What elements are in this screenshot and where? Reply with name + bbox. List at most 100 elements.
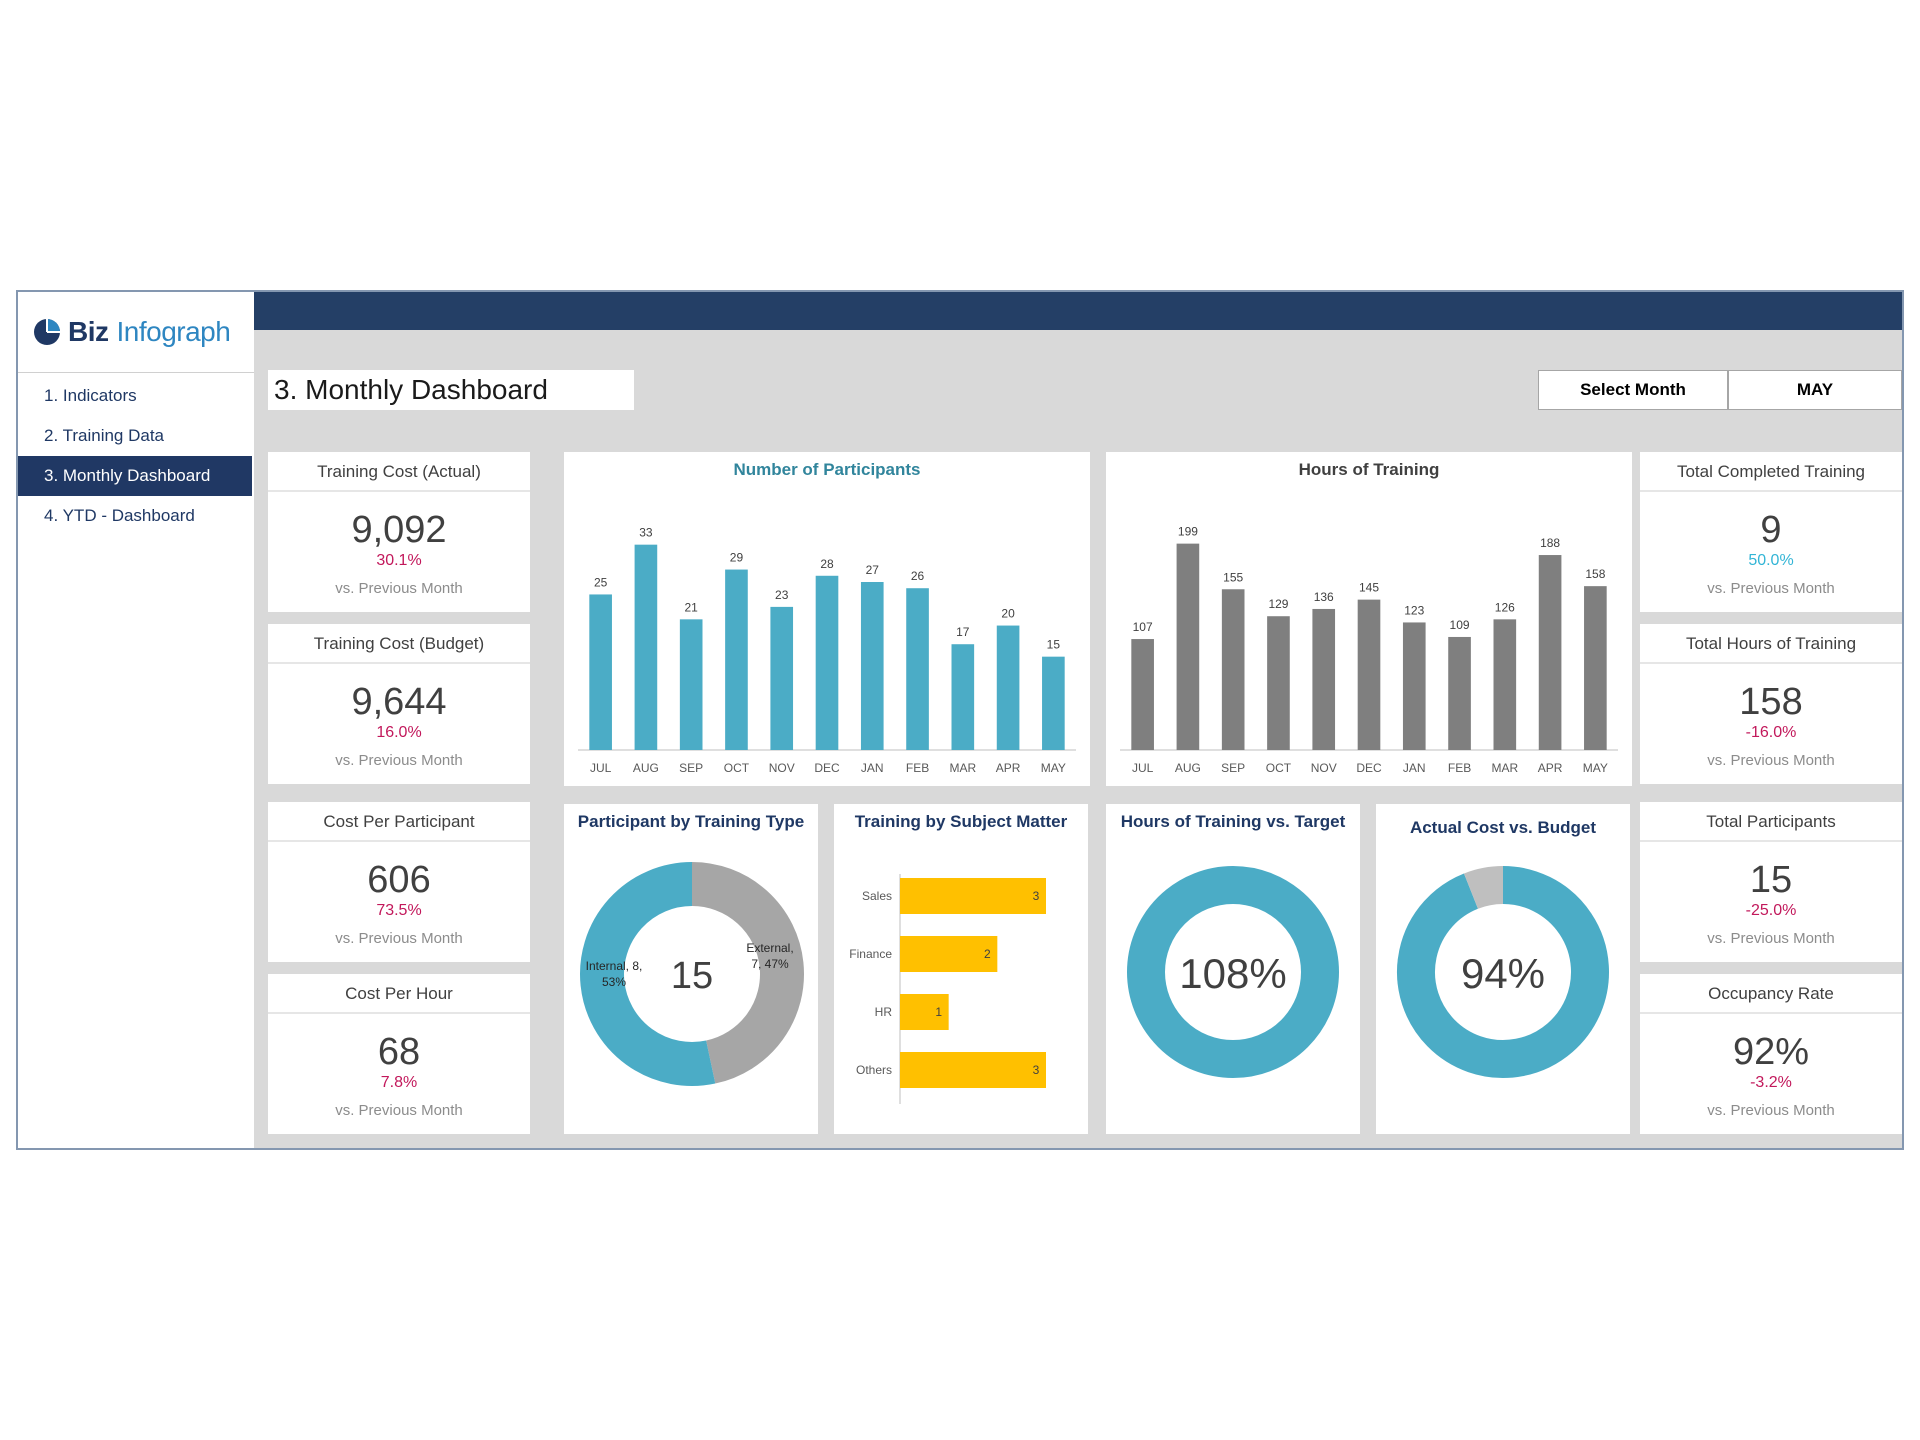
kpi-value: 9 bbox=[1760, 509, 1782, 551]
x-tick-label: JAN bbox=[861, 761, 884, 775]
kpi-subtitle: vs. Previous Month bbox=[335, 580, 463, 597]
x-tick-label: OCT bbox=[1266, 761, 1292, 775]
donut-slice-internal bbox=[580, 862, 716, 1086]
bar bbox=[1267, 616, 1290, 750]
bar bbox=[900, 936, 998, 972]
bar bbox=[1357, 599, 1381, 750]
bar bbox=[860, 582, 884, 750]
donut-actual-arc bbox=[1397, 866, 1609, 1078]
kpi-change: 30.1% bbox=[376, 552, 422, 569]
bar bbox=[1402, 622, 1426, 750]
slice-label: Internal, 8, bbox=[586, 959, 643, 973]
x-tick-label: MAY bbox=[1583, 761, 1608, 775]
dashboard-main: 3. Monthly Dashboard Select Month MAY Tr… bbox=[254, 292, 1902, 1148]
bar bbox=[770, 606, 794, 750]
data-label: 15 bbox=[1047, 638, 1061, 652]
kpi-title: Training Cost (Actual) bbox=[268, 452, 530, 492]
subject-matter-bar-chart: 3 Sales 2 Finance 1 HR 3 Others bbox=[849, 874, 1046, 1104]
chart-title: Training by Subject Matter bbox=[854, 812, 1068, 831]
data-label: 20 bbox=[1001, 607, 1015, 621]
pie-logo-icon bbox=[34, 319, 60, 345]
bar bbox=[1538, 555, 1562, 750]
bar bbox=[1493, 619, 1517, 750]
kpi-title: Occupancy Rate bbox=[1640, 974, 1902, 1014]
data-label: 155 bbox=[1223, 570, 1243, 584]
bar bbox=[1042, 656, 1065, 750]
bar bbox=[1176, 543, 1200, 750]
data-label: 3 bbox=[1033, 1063, 1040, 1077]
kpi-subtitle: vs. Previous Month bbox=[1707, 1102, 1835, 1119]
slice-label: 7, 47% bbox=[751, 957, 789, 971]
data-label: 129 bbox=[1268, 597, 1288, 611]
bar bbox=[589, 594, 612, 750]
kpi-subtitle: vs. Previous Month bbox=[1707, 580, 1835, 597]
kpi-change: 73.5% bbox=[376, 902, 422, 919]
data-label: 199 bbox=[1178, 525, 1198, 539]
kpi-value: 9,092 bbox=[351, 509, 447, 551]
y-tick-label: HR bbox=[875, 1005, 893, 1019]
x-tick-label: APR bbox=[996, 761, 1021, 775]
kpi-training-cost-budget: Training Cost (Budget) 9,644 16.0% vs. P… bbox=[268, 624, 530, 784]
bar bbox=[1584, 586, 1607, 750]
x-tick-label: JUL bbox=[590, 761, 612, 775]
donut-remainder-arc bbox=[1463, 866, 1504, 910]
x-tick-label: APR bbox=[1538, 761, 1563, 775]
chart-title: Hours of Training vs. Target bbox=[1120, 812, 1346, 831]
subject-matter-chart-panel: Training by Subject Matter 3 Sales 2 Financ… bbox=[834, 804, 1088, 1134]
data-label: 3 bbox=[1033, 889, 1040, 903]
data-label: 17 bbox=[956, 625, 970, 639]
kpi-training-cost-actual: Training Cost (Actual) 9,092 30.1% vs. P… bbox=[268, 452, 530, 612]
select-month-label: Select Month bbox=[1538, 370, 1728, 410]
kpi-value: 606 bbox=[367, 859, 431, 901]
kpi-total-participants: Total Participants 15 -25.0% vs. Previou… bbox=[1640, 802, 1902, 962]
kpi-subtitle: vs. Previous Month bbox=[335, 930, 463, 947]
bar bbox=[996, 625, 1020, 750]
bar bbox=[900, 1052, 1046, 1088]
kpi-title: Total Hours of Training bbox=[1640, 624, 1902, 664]
kpi-subtitle: vs. Previous Month bbox=[1707, 752, 1835, 769]
data-label: 27 bbox=[866, 563, 880, 577]
x-tick-label: FEB bbox=[1448, 761, 1471, 775]
x-tick-label: MAR bbox=[1491, 761, 1518, 775]
x-tick-label: NOV bbox=[769, 761, 795, 775]
bar bbox=[815, 575, 839, 750]
kpi-total-hours-training: Total Hours of Training 158 -16.0% vs. P… bbox=[1640, 624, 1902, 784]
sidebar: Biz Infograph 1. Indicators 2. Training … bbox=[18, 292, 256, 1148]
sidebar-item-ytd-dashboard[interactable]: 4. YTD - Dashboard bbox=[44, 506, 195, 525]
slice-label: 53% bbox=[602, 975, 626, 989]
header-bar bbox=[254, 292, 1902, 330]
data-label: 107 bbox=[1133, 620, 1153, 634]
sidebar-item-indicators[interactable]: 1. Indicators bbox=[44, 386, 137, 405]
x-tick-label: JUL bbox=[1132, 761, 1154, 775]
brand-name-part1: Biz bbox=[68, 316, 109, 347]
kpi-change: 7.8% bbox=[380, 1074, 418, 1091]
sidebar-item-monthly-dashboard[interactable]: 3. Monthly Dashboard bbox=[18, 456, 252, 496]
x-tick-label: DEC bbox=[814, 761, 840, 775]
kpi-title: Total Participants bbox=[1640, 802, 1902, 842]
participants-bar-chart: 25 JUL 33 AUG 21 SEP 29 OCT 23 NOV 28 DEC 27 JAN 26 FEB… bbox=[578, 526, 1076, 775]
kpi-cost-per-hour: Cost Per Hour 68 7.8% vs. Previous Month bbox=[268, 974, 530, 1134]
dashboard-frame: Biz Infograph 1. Indicators 2. Training … bbox=[16, 290, 1904, 1150]
x-tick-label: NOV bbox=[1311, 761, 1337, 775]
kpi-change: 16.0% bbox=[376, 724, 422, 741]
donut-slice-external bbox=[691, 862, 804, 1084]
x-tick-label: SEP bbox=[679, 761, 703, 775]
data-label: 33 bbox=[639, 526, 653, 540]
y-tick-label: Finance bbox=[849, 947, 892, 961]
chart-title: Actual Cost vs. Budget bbox=[1409, 818, 1597, 837]
kpi-title: Total Completed Training bbox=[1640, 452, 1902, 492]
data-label: 145 bbox=[1359, 581, 1379, 595]
sidebar-item-training-data[interactable]: 2. Training Data bbox=[44, 426, 165, 445]
month-select[interactable]: MAY bbox=[1728, 370, 1902, 410]
kpi-subtitle: vs. Previous Month bbox=[1707, 930, 1835, 947]
bar bbox=[725, 569, 748, 750]
cost-vs-budget-chart-panel: Actual Cost vs. Budget 94% bbox=[1376, 804, 1630, 1134]
brand-name-part2: Infograph bbox=[116, 316, 231, 347]
kpi-value: 158 bbox=[1739, 681, 1803, 723]
data-label: 158 bbox=[1585, 567, 1605, 581]
bar bbox=[1131, 639, 1154, 750]
kpi-value: 9,644 bbox=[351, 681, 447, 723]
bar bbox=[900, 878, 1046, 914]
kpi-subtitle: vs. Previous Month bbox=[335, 752, 463, 769]
kpi-cost-per-participant: Cost Per Participant 606 73.5% vs. Previ… bbox=[268, 802, 530, 962]
